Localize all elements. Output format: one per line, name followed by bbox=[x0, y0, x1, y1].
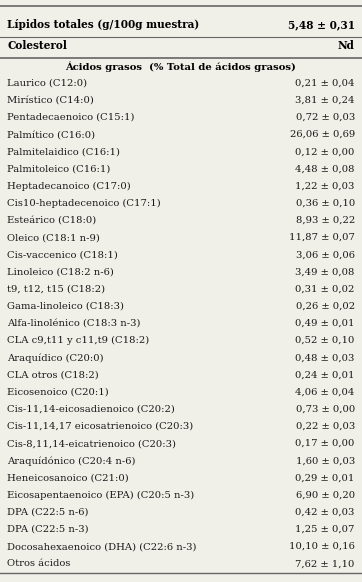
Text: 10,10 ± 0,16: 10,10 ± 0,16 bbox=[289, 542, 355, 551]
Text: 3,81 ± 0,24: 3,81 ± 0,24 bbox=[295, 96, 355, 105]
Text: 0,12 ± 0,00: 0,12 ± 0,00 bbox=[295, 147, 355, 156]
Text: Cis-11,14,17 eicosatrienoico (C20:3): Cis-11,14,17 eicosatrienoico (C20:3) bbox=[7, 422, 194, 431]
Text: CLA otros (C18:2): CLA otros (C18:2) bbox=[7, 370, 99, 379]
Text: 0,29 ± 0,01: 0,29 ± 0,01 bbox=[295, 473, 355, 482]
Text: 3,06 ± 0,06: 3,06 ± 0,06 bbox=[296, 250, 355, 259]
Text: 8,93 ± 0,22: 8,93 ± 0,22 bbox=[295, 216, 355, 225]
Text: 0,48 ± 0,03: 0,48 ± 0,03 bbox=[295, 353, 355, 362]
Text: Alfa-linolénico (C18:3 n-3): Alfa-linolénico (C18:3 n-3) bbox=[7, 319, 141, 328]
Text: Heneicosanoico (C21:0): Heneicosanoico (C21:0) bbox=[7, 473, 129, 482]
Text: 0,36 ± 0,10: 0,36 ± 0,10 bbox=[295, 198, 355, 208]
Text: CLA c9,t11 y c11,t9 (C18:2): CLA c9,t11 y c11,t9 (C18:2) bbox=[7, 336, 150, 345]
Text: 1,22 ± 0,03: 1,22 ± 0,03 bbox=[295, 182, 355, 190]
Text: 7,62 ± 1,10: 7,62 ± 1,10 bbox=[295, 559, 355, 568]
Text: 0,42 ± 0,03: 0,42 ± 0,03 bbox=[295, 508, 355, 517]
Text: 1,60 ± 0,03: 1,60 ± 0,03 bbox=[295, 456, 355, 465]
Text: DPA (C22:5 n-6): DPA (C22:5 n-6) bbox=[7, 508, 89, 517]
Text: 5,48 ± 0,31: 5,48 ± 0,31 bbox=[288, 19, 355, 30]
Text: DPA (C22:5 n-3): DPA (C22:5 n-3) bbox=[7, 525, 89, 534]
Text: Lípidos totales (g/100g muestra): Lípidos totales (g/100g muestra) bbox=[7, 19, 199, 30]
Text: Araquídico (C20:0): Araquídico (C20:0) bbox=[7, 353, 104, 363]
Text: 0,72 ± 0,03: 0,72 ± 0,03 bbox=[295, 113, 355, 122]
Text: Araquídónico (C20:4 n-6): Araquídónico (C20:4 n-6) bbox=[7, 456, 136, 466]
Text: Oleico (C18:1 n-9): Oleico (C18:1 n-9) bbox=[7, 233, 100, 242]
Text: Ácidos grasos  (% Total de ácidos grasos): Ácidos grasos (% Total de ácidos grasos) bbox=[66, 62, 296, 72]
Text: Otros ácidos: Otros ácidos bbox=[7, 559, 71, 568]
Text: 4,06 ± 0,04: 4,06 ± 0,04 bbox=[295, 388, 355, 396]
Text: Nd: Nd bbox=[338, 40, 355, 51]
Text: 4,48 ± 0,08: 4,48 ± 0,08 bbox=[295, 164, 355, 173]
Text: 3,49 ± 0,08: 3,49 ± 0,08 bbox=[295, 267, 355, 276]
Text: Esteárico (C18:0): Esteárico (C18:0) bbox=[7, 216, 97, 225]
Text: Eicosapentaenoico (EPA) (C20:5 n-3): Eicosapentaenoico (EPA) (C20:5 n-3) bbox=[7, 491, 194, 500]
Text: 6,90 ± 0,20: 6,90 ± 0,20 bbox=[296, 491, 355, 499]
Text: 0,24 ± 0,01: 0,24 ± 0,01 bbox=[295, 370, 355, 379]
Text: 0,49 ± 0,01: 0,49 ± 0,01 bbox=[295, 319, 355, 328]
Text: 0,31 ± 0,02: 0,31 ± 0,02 bbox=[295, 285, 355, 293]
Text: Laurico (C12:0): Laurico (C12:0) bbox=[7, 79, 87, 87]
Text: 0,17 ± 0,00: 0,17 ± 0,00 bbox=[295, 439, 355, 448]
Text: Eicosenoico (C20:1): Eicosenoico (C20:1) bbox=[7, 388, 109, 396]
Text: 0,26 ± 0,02: 0,26 ± 0,02 bbox=[296, 301, 355, 311]
Text: Gama-linoleico (C18:3): Gama-linoleico (C18:3) bbox=[7, 301, 124, 311]
Text: Cis-vaccenico (C18:1): Cis-vaccenico (C18:1) bbox=[7, 250, 118, 259]
Text: Pentadecaenoico (C15:1): Pentadecaenoico (C15:1) bbox=[7, 113, 135, 122]
Text: Cis-11,14-eicosadienoico (C20:2): Cis-11,14-eicosadienoico (C20:2) bbox=[7, 404, 175, 414]
Text: Linoleico (C18:2 n-6): Linoleico (C18:2 n-6) bbox=[7, 267, 114, 276]
Text: 1,25 ± 0,07: 1,25 ± 0,07 bbox=[295, 525, 355, 534]
Text: Mirístico (C14:0): Mirístico (C14:0) bbox=[7, 96, 94, 105]
Text: 0,52 ± 0,10: 0,52 ± 0,10 bbox=[295, 336, 355, 345]
Text: Docosahexaenoico (DHA) (C22:6 n-3): Docosahexaenoico (DHA) (C22:6 n-3) bbox=[7, 542, 197, 551]
Text: 0,73 ± 0,00: 0,73 ± 0,00 bbox=[295, 404, 355, 414]
Text: t9, t12, t15 (C18:2): t9, t12, t15 (C18:2) bbox=[7, 285, 105, 293]
Text: 26,06 ± 0,69: 26,06 ± 0,69 bbox=[290, 130, 355, 139]
Text: 0,21 ± 0,04: 0,21 ± 0,04 bbox=[295, 79, 355, 87]
Text: Heptadecanoico (C17:0): Heptadecanoico (C17:0) bbox=[7, 182, 131, 191]
Text: Palmitelaidico (C16:1): Palmitelaidico (C16:1) bbox=[7, 147, 120, 156]
Text: Cis10-heptadecenoico (C17:1): Cis10-heptadecenoico (C17:1) bbox=[7, 198, 161, 208]
Text: 11,87 ± 0,07: 11,87 ± 0,07 bbox=[289, 233, 355, 242]
Text: Palmítico (C16:0): Palmítico (C16:0) bbox=[7, 130, 95, 139]
Text: Cis-8,11,14-eicatrienoico (C20:3): Cis-8,11,14-eicatrienoico (C20:3) bbox=[7, 439, 176, 448]
Text: 0,22 ± 0,03: 0,22 ± 0,03 bbox=[295, 422, 355, 431]
Text: Colesterol: Colesterol bbox=[7, 40, 67, 51]
Text: Palmitoleico (C16:1): Palmitoleico (C16:1) bbox=[7, 164, 111, 173]
